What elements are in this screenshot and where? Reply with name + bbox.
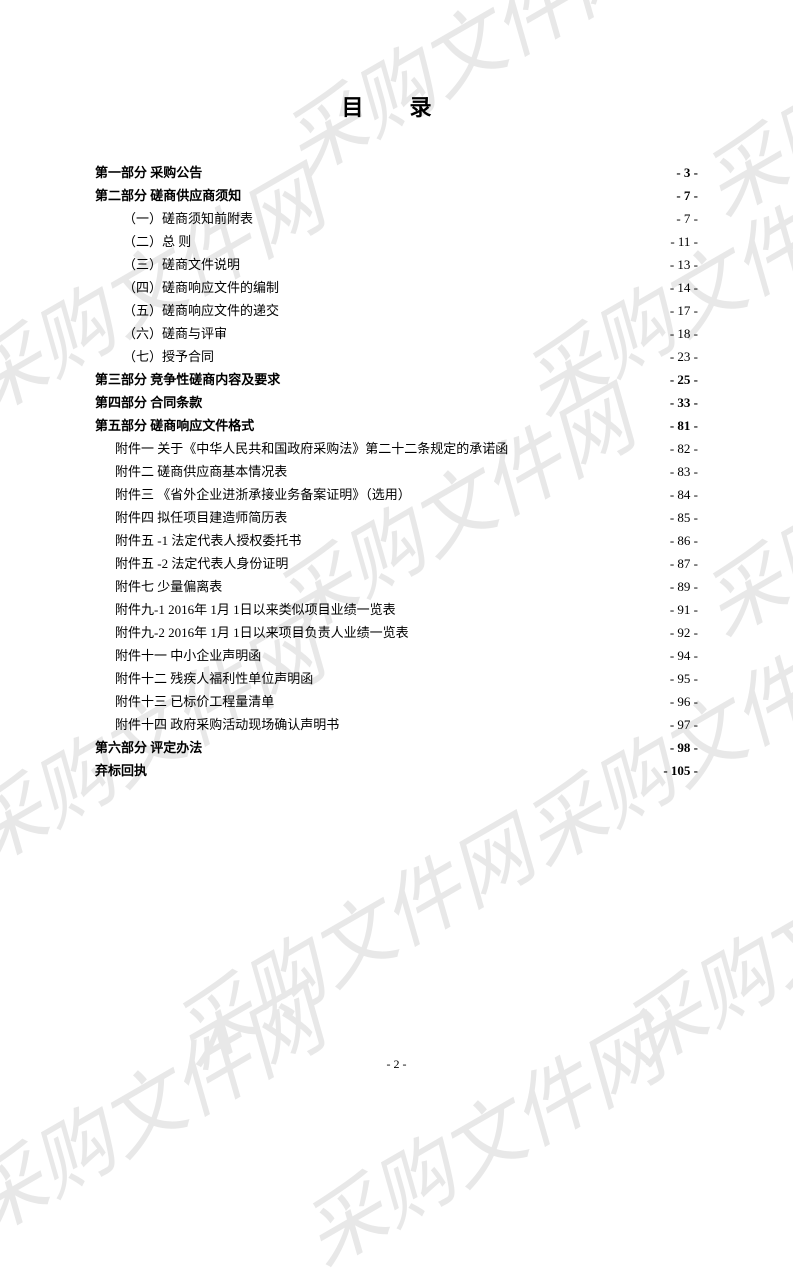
watermark: 采购文件网 xyxy=(278,988,682,1288)
page-content: 目 录 第一部分 采购公告- 3 -第二部分 磋商供应商须知- 7 -（一）磋商… xyxy=(0,0,793,823)
toc-entry-page: - 7 - xyxy=(676,185,698,207)
toc-entry: 第三部分 竞争性磋商内容及要求 - 25 - xyxy=(95,369,698,391)
toc-title: 目 录 xyxy=(95,90,698,122)
toc-entry-label: 附件十一 中小企业声明函 xyxy=(95,645,261,667)
toc-entry-page: - 83 - xyxy=(670,461,698,483)
toc-entry-label: 附件四 拟任项目建造师简历表 xyxy=(95,507,287,529)
toc-entry: 弃标回执 - 105 - xyxy=(95,760,698,782)
toc-entry-label: （一）磋商须知前附表 xyxy=(95,208,253,230)
toc-entry-label: 第四部分 合同条款 xyxy=(95,392,202,414)
toc-entry-label: 附件一 关于《中华人民共和国政府采购法》第二十二条规定的承诺函 xyxy=(95,438,508,460)
toc-entry-label: 附件九-1 2016年 1月 1日以来类似项目业绩一览表 xyxy=(95,599,396,621)
toc-entry: 附件十二 残疾人福利性单位声明函 - 95 - xyxy=(95,668,698,690)
watermark: 采购文件网 xyxy=(598,788,793,1088)
toc-entry-page: - 91 - xyxy=(670,599,698,621)
toc-entry: 附件十三 已标价工程量清单 - 96 - xyxy=(95,691,698,713)
toc-entry-page: - 3 - xyxy=(676,162,698,184)
toc-entry: 附件九-2 2016年 1月 1日以来项目负责人业绩一览表 - 92 - xyxy=(95,622,698,644)
watermark: 采购文件网 xyxy=(148,788,552,1088)
toc-entry-page: - 96 - xyxy=(670,691,698,713)
toc-entry-page: - 92 - xyxy=(670,622,698,644)
toc-entry: （七）授予合同 - 23 - xyxy=(95,346,698,368)
toc-entry-label: 附件三 《省外企业进浙承接业务备案证明》（选用） xyxy=(95,484,411,506)
toc-entry: 第一部分 采购公告 - 3 - xyxy=(95,162,698,184)
toc-entry-page: - 85 - xyxy=(670,507,698,529)
toc-entry: 附件三 《省外企业进浙承接业务备案证明》（选用） - 84 - xyxy=(95,484,698,506)
toc-entry-page: - 33 - xyxy=(670,392,698,414)
toc-entry-page: - 94 - xyxy=(670,645,698,667)
page-number: - 2 - xyxy=(0,1057,793,1072)
toc-entry-label: 第五部分 磋商响应文件格式 xyxy=(95,415,254,437)
toc-entry-page: - 89 - xyxy=(670,576,698,598)
toc-entry: 第二部分 磋商供应商须知 - 7 - xyxy=(95,185,698,207)
watermark: 采购文件网 xyxy=(0,958,342,1258)
toc-entry: （一）磋商须知前附表 - 7 - xyxy=(95,208,698,230)
toc-entry-label: 附件十四 政府采购活动现场确认声明书 xyxy=(95,714,339,736)
toc-entry-label: （七）授予合同 xyxy=(95,346,214,368)
toc-entry-label: 弃标回执 xyxy=(95,760,147,782)
toc-entry: 附件十四 政府采购活动现场确认声明书 - 97 - xyxy=(95,714,698,736)
toc-entry-label: （四）磋商响应文件的编制 xyxy=(95,277,279,299)
toc-entry-label: 附件二 磋商供应商基本情况表 xyxy=(95,461,287,483)
toc-entry: 附件五 -2 法定代表人身份证明 - 87 - xyxy=(95,553,698,575)
toc-entry-label: 第一部分 采购公告 xyxy=(95,162,202,184)
toc-entry-label: 附件五 -2 法定代表人身份证明 xyxy=(95,553,288,575)
toc-entry-page: - 13 - xyxy=(670,254,698,276)
toc-entry-page: - 25 - xyxy=(670,369,698,391)
toc-entry-label: 第二部分 磋商供应商须知 xyxy=(95,185,241,207)
toc-entry-label: 附件五 -1 法定代表人授权委托书 xyxy=(95,530,301,552)
toc-entry-label: （五）磋商响应文件的递交 xyxy=(95,300,279,322)
toc-entry: （五）磋商响应文件的递交 - 17 - xyxy=(95,300,698,322)
toc-entry-page: - 84 - xyxy=(670,484,698,506)
toc-list: 第一部分 采购公告- 3 -第二部分 磋商供应商须知- 7 -（一）磋商须知前附… xyxy=(95,162,698,782)
toc-entry-page: - 81 - xyxy=(670,415,698,437)
toc-entry-label: 附件七 少量偏离表 xyxy=(95,576,222,598)
toc-entry-label: 第三部分 竞争性磋商内容及要求 xyxy=(95,369,280,391)
toc-entry: 附件五 -1 法定代表人授权委托书 - 86 - xyxy=(95,530,698,552)
toc-entry-label: 附件十三 已标价工程量清单 xyxy=(95,691,274,713)
toc-entry-page: - 18 - xyxy=(670,323,698,345)
toc-entry-page: - 23 - xyxy=(670,346,698,368)
toc-entry-label: 第六部分 评定办法 xyxy=(95,737,202,759)
toc-entry: 附件十一 中小企业声明函 - 94 - xyxy=(95,645,698,667)
toc-entry: 第四部分 合同条款 - 33 - xyxy=(95,392,698,414)
toc-entry-label: （二）总 则 xyxy=(95,231,191,253)
toc-entry: 第六部分 评定办法 - 98 - xyxy=(95,737,698,759)
toc-entry-label: （六）磋商与评审 xyxy=(95,323,227,345)
toc-entry: 附件九-1 2016年 1月 1日以来类似项目业绩一览表 - 91 - xyxy=(95,599,698,621)
toc-entry-page: - 97 - xyxy=(670,714,698,736)
toc-entry-label: 附件十二 残疾人福利性单位声明函 xyxy=(95,668,313,690)
toc-entry: （二）总 则 - 11 - xyxy=(95,231,698,253)
toc-entry: 第五部分 磋商响应文件格式 - 81 - xyxy=(95,415,698,437)
toc-entry: 附件四 拟任项目建造师简历表 - 85 - xyxy=(95,507,698,529)
toc-entry: 附件二 磋商供应商基本情况表 - 83 - xyxy=(95,461,698,483)
toc-entry-page: - 87 - xyxy=(670,553,698,575)
toc-entry-page: - 86 - xyxy=(670,530,698,552)
toc-entry: （六）磋商与评审 - 18 - xyxy=(95,323,698,345)
toc-entry: （四）磋商响应文件的编制 - 14 - xyxy=(95,277,698,299)
toc-entry-page: - 95 - xyxy=(670,668,698,690)
toc-entry-page: - 105 - xyxy=(663,760,698,782)
toc-entry-page: - 14 - xyxy=(670,277,698,299)
toc-entry-page: - 82 - xyxy=(670,438,698,460)
toc-entry-page: - 7 - xyxy=(676,208,698,230)
toc-entry-page: - 98 - xyxy=(670,737,698,759)
toc-entry: 附件七 少量偏离表 - 89 - xyxy=(95,576,698,598)
toc-entry-page: - 17 - xyxy=(670,300,698,322)
toc-entry-label: 附件九-2 2016年 1月 1日以来项目负责人业绩一览表 xyxy=(95,622,409,644)
toc-entry: （三）磋商文件说明 - 13 - xyxy=(95,254,698,276)
toc-entry-page: - 11 - xyxy=(670,231,698,253)
toc-entry-label: （三）磋商文件说明 xyxy=(95,254,240,276)
toc-entry: 附件一 关于《中华人民共和国政府采购法》第二十二条规定的承诺函 - 82 - xyxy=(95,438,698,460)
